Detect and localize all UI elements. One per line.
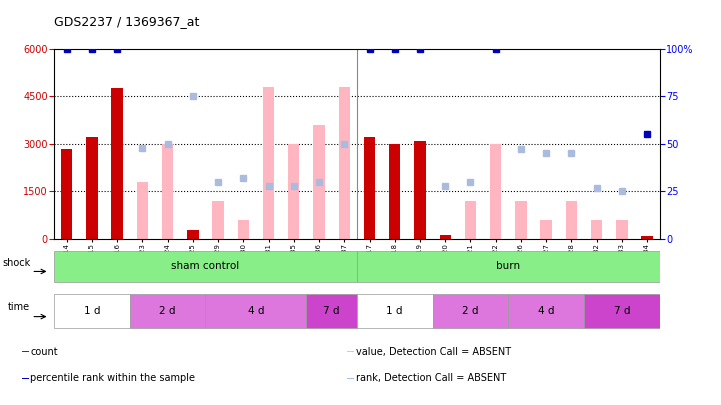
Bar: [541, 220, 552, 239]
Bar: [162, 144, 173, 239]
Bar: [465, 201, 476, 239]
Bar: [238, 220, 249, 239]
Bar: [433, 294, 508, 328]
Bar: [54, 251, 357, 282]
Text: rank, Detection Call = ABSENT: rank, Detection Call = ABSENT: [355, 373, 506, 383]
Text: count: count: [30, 347, 58, 357]
Bar: [364, 137, 375, 239]
Bar: [440, 235, 451, 239]
Bar: [213, 201, 224, 239]
Text: value, Detection Call = ABSENT: value, Detection Call = ABSENT: [355, 347, 510, 357]
Bar: [306, 294, 357, 328]
Bar: [314, 125, 324, 239]
Text: 2 d: 2 d: [462, 306, 479, 316]
Bar: [130, 294, 205, 328]
Text: time: time: [8, 302, 30, 312]
Bar: [616, 220, 627, 239]
Bar: [357, 251, 660, 282]
Bar: [490, 144, 501, 239]
Bar: [187, 230, 198, 239]
Bar: [288, 144, 299, 239]
Bar: [22, 351, 29, 352]
Text: 4 d: 4 d: [538, 306, 554, 316]
Bar: [415, 141, 425, 239]
Text: 2 d: 2 d: [159, 306, 176, 316]
Text: 4 d: 4 d: [248, 306, 264, 316]
Bar: [263, 87, 274, 239]
Bar: [112, 88, 123, 239]
Bar: [22, 377, 29, 379]
Bar: [54, 294, 130, 328]
Bar: [591, 220, 602, 239]
Text: sham control: sham control: [172, 261, 239, 271]
Bar: [642, 237, 653, 239]
Bar: [566, 201, 577, 239]
Text: 7 d: 7 d: [614, 306, 630, 316]
Bar: [347, 351, 355, 352]
Bar: [508, 294, 584, 328]
Text: GDS2237 / 1369367_at: GDS2237 / 1369367_at: [54, 15, 200, 28]
Text: shock: shock: [2, 258, 30, 268]
Text: percentile rank within the sample: percentile rank within the sample: [30, 373, 195, 383]
Text: 1 d: 1 d: [84, 306, 100, 316]
Text: 7 d: 7 d: [324, 306, 340, 316]
Bar: [137, 182, 148, 239]
Bar: [205, 294, 306, 328]
Bar: [389, 144, 400, 239]
Bar: [516, 201, 526, 239]
Bar: [347, 377, 355, 379]
Text: burn: burn: [496, 261, 521, 271]
Bar: [87, 137, 97, 239]
Bar: [357, 294, 433, 328]
Bar: [339, 87, 350, 239]
Text: 1 d: 1 d: [386, 306, 403, 316]
Bar: [584, 294, 660, 328]
Bar: [61, 149, 72, 239]
